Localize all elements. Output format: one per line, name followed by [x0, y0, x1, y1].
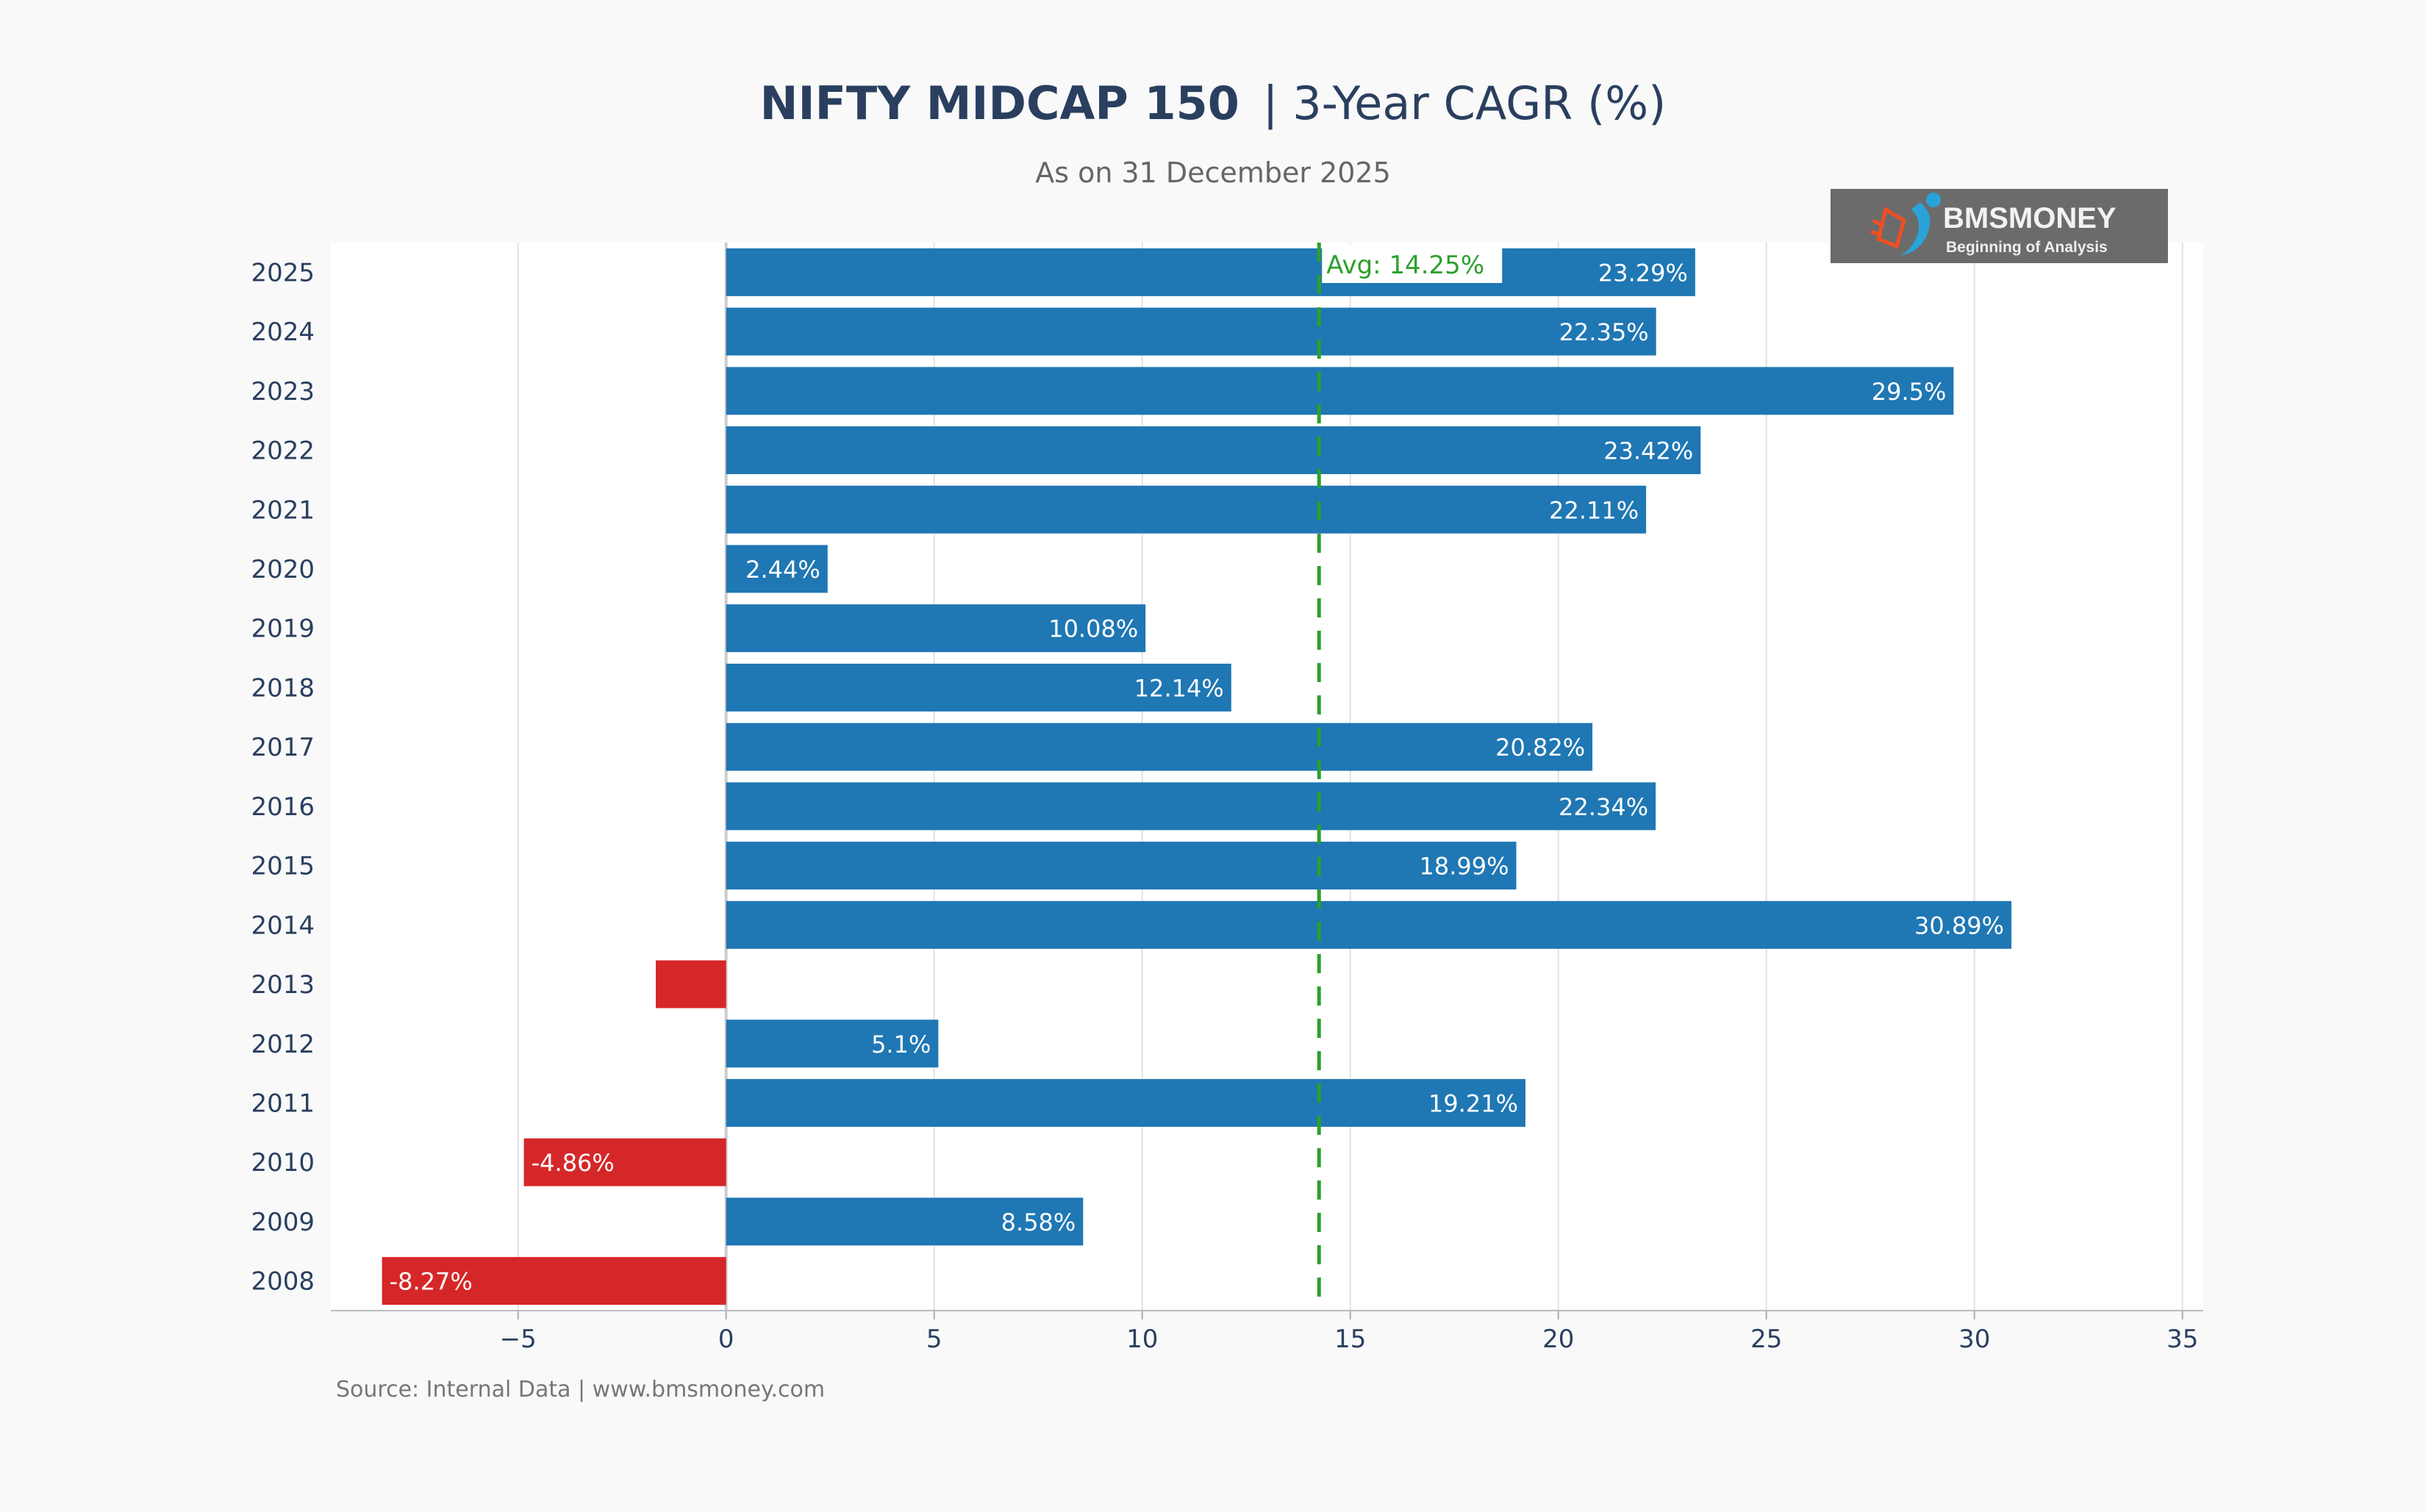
- data-label: 5.1%: [871, 1031, 931, 1058]
- data-label: 23.29%: [1598, 259, 1688, 287]
- data-label: -8.27%: [390, 1268, 473, 1296]
- chart-title-bold: NIFTY MIDCAP 150: [760, 76, 1239, 130]
- y-tick-label: 2021: [251, 495, 315, 525]
- bar-2012: [726, 1020, 939, 1068]
- bar-2008: [382, 1257, 726, 1305]
- average-label-box: [1322, 245, 1503, 283]
- bar-2022: [726, 426, 1701, 475]
- x-tick-label: 25: [1750, 1325, 1782, 1354]
- bar-2024: [726, 307, 1656, 356]
- chart-subtitle: As on 31 December 2025: [1035, 157, 1391, 189]
- bar-2009: [726, 1197, 1084, 1246]
- x-tick-label: 30: [1958, 1325, 1990, 1354]
- logo-tagline: Beginning of Analysis: [1946, 239, 2108, 256]
- x-tick-label: −5: [500, 1325, 537, 1354]
- y-tick-label: 2010: [251, 1148, 315, 1178]
- bmsmoney-logo: BMSMONEY Beginning of Analysis: [1831, 189, 2168, 263]
- bar-2013: [656, 960, 726, 1008]
- data-label: 8.58%: [1001, 1208, 1076, 1236]
- y-tick-label: 2018: [251, 673, 315, 703]
- logo-person-icon: [1900, 202, 1931, 256]
- bar-2014: [726, 900, 2012, 949]
- data-label: 22.34%: [1559, 793, 1648, 821]
- data-label: 20.82%: [1495, 734, 1585, 762]
- x-tick-label: 15: [1334, 1325, 1366, 1354]
- data-label: 10.08%: [1048, 615, 1138, 643]
- bar-2017: [726, 723, 1593, 771]
- x-tick-label: 5: [926, 1325, 942, 1354]
- data-label: 22.35%: [1559, 318, 1649, 346]
- y-tick-label: 2013: [251, 970, 315, 1000]
- y-tick-label: 2025: [251, 258, 315, 287]
- y-tick-label: 2022: [251, 437, 315, 466]
- data-label: 2.44%: [745, 556, 820, 584]
- plot-background: [331, 243, 2203, 1311]
- x-tick-label: 20: [1542, 1325, 1574, 1354]
- bar-2019: [726, 604, 1146, 653]
- y-tick-label: 2015: [251, 852, 315, 881]
- data-label: 12.14%: [1134, 674, 1224, 702]
- x-tick-label: 10: [1126, 1325, 1158, 1354]
- logo-name: BMSMONEY: [1943, 202, 2117, 234]
- data-label: 18.99%: [1420, 853, 1509, 881]
- data-label: 29.5%: [1872, 378, 1947, 406]
- y-tick-label: 2020: [251, 555, 315, 584]
- y-tick-label: 2011: [251, 1089, 315, 1118]
- bar-2011: [726, 1078, 1525, 1127]
- x-tick-label: 0: [718, 1325, 734, 1354]
- bar-2010: [523, 1138, 726, 1186]
- data-label: 23.42%: [1603, 437, 1693, 465]
- data-label: 19.21%: [1428, 1089, 1518, 1117]
- logo-money-icon: [1876, 207, 1906, 249]
- data-label: 22.11%: [1549, 496, 1639, 524]
- data-label: 30.89%: [1914, 911, 2004, 939]
- chart-title: NIFTY MIDCAP 150 | 3-Year CAGR (%): [760, 76, 1667, 131]
- data-label: -4.86%: [532, 1149, 615, 1177]
- y-tick-label: 2009: [251, 1208, 315, 1237]
- x-tick-label: 35: [2166, 1325, 2198, 1354]
- bar-2016: [726, 782, 1656, 831]
- y-tick-label: 2017: [251, 733, 315, 762]
- y-tick-label: 2024: [251, 318, 315, 347]
- y-tick-label: 2012: [251, 1030, 315, 1059]
- bar-2025: [726, 248, 1695, 296]
- bar-2018: [726, 663, 1231, 712]
- average-label: Avg: 14.25%: [1326, 251, 1484, 280]
- bar-2021: [726, 485, 1647, 534]
- y-tick-label: 2008: [251, 1267, 315, 1297]
- chart-title-rest: | 3-Year CAGR (%): [1263, 76, 1667, 131]
- y-tick-label: 2023: [251, 377, 315, 406]
- y-tick-label: 2014: [251, 911, 315, 940]
- y-tick-label: 2016: [251, 792, 315, 822]
- bar-2023: [726, 367, 1954, 415]
- source-note: Source: Internal Data | www.bmsmoney.com: [336, 1377, 825, 1402]
- bar-2015: [726, 842, 1517, 890]
- bar-2020: [726, 545, 828, 593]
- y-tick-label: 2019: [251, 615, 315, 644]
